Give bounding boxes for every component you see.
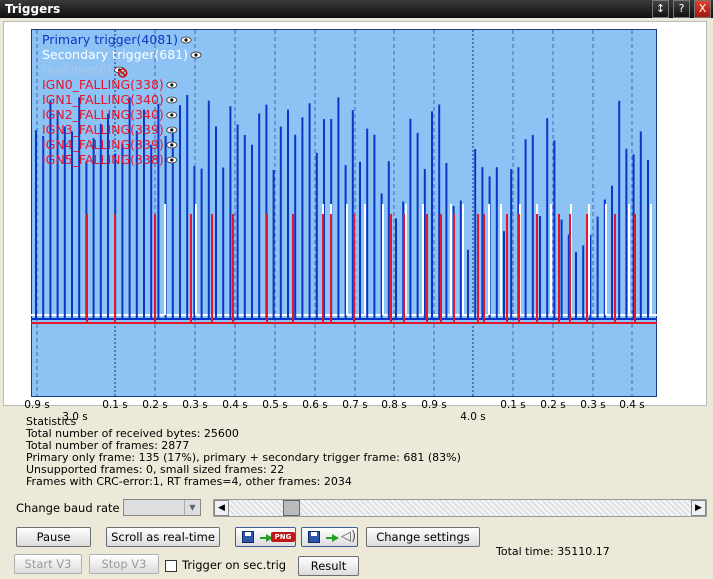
plot-background (31, 29, 657, 397)
close-button[interactable]: X (694, 0, 711, 18)
window-title: Triggers (5, 2, 61, 16)
time-tick: 0.2 s (142, 399, 168, 411)
stats-line: Total number of frames: 2877 (26, 439, 190, 452)
eye-pupil-icon (194, 53, 198, 57)
time-tick: 0.9 s (421, 399, 447, 411)
stats-line: Frames with CRC-error:1, RT frames=4, ot… (26, 475, 352, 488)
time-tick: 0.9 s (24, 399, 50, 411)
stats-line: Unsupported frames: 0, small sized frame… (26, 463, 285, 476)
eye-pupil-icon (170, 113, 174, 117)
stats-heading: Statistics (26, 415, 77, 428)
legend-label: Primary trigger(4081) (42, 32, 178, 47)
stats-line: Primary only frame: 135 (17%), primary +… (26, 451, 461, 464)
trigger-on-sec-trig-label: Trigger on sec.trig (182, 558, 287, 572)
disabled-icon (117, 68, 128, 78)
change-settings-button[interactable]: Change settings (366, 527, 480, 547)
floppy-icon (308, 531, 320, 543)
legend-label: realtime(0) (42, 62, 112, 77)
arrow-right-icon (260, 534, 273, 542)
floppy-icon (242, 531, 254, 543)
time-tick: 0.7 s (342, 399, 368, 411)
eye-pupil-icon (170, 128, 174, 132)
legend-label: IGN2_FALLING(340) (42, 107, 164, 122)
trigger-on-sec-trig-checkbox[interactable] (165, 560, 177, 572)
pause-button[interactable]: Pause (16, 527, 91, 547)
title-bar: Triggers ↕ ? X (0, 0, 713, 18)
resize-button[interactable]: ↕ (652, 0, 669, 18)
save-png-button[interactable]: PNG (235, 527, 296, 547)
speaker-icon: ◁) (341, 529, 357, 544)
time-scrollbar[interactable]: ◀ ▶ (213, 499, 707, 517)
legend-label: IGN5_FALLING(338) (42, 152, 164, 167)
total-time: Total time: 35110.17 (496, 545, 610, 558)
time-major-tick: 3.0 s (62, 411, 88, 423)
stop-v3-button[interactable]: Stop V3 (89, 554, 159, 574)
statistics-block: Statistics Total number of received byte… (26, 416, 461, 488)
time-tick: 0.3 s (580, 399, 606, 411)
trigger-scope-plot: Primary trigger(4081)Secondary trigger(6… (31, 29, 657, 397)
time-tick: 0.1 s (102, 399, 128, 411)
eye-pupil-icon (170, 158, 174, 162)
eye-pupil-icon (170, 98, 174, 102)
legend-label: IGN4_FALLING(339) (42, 137, 164, 152)
scroll-realtime-button[interactable]: Scroll as real-time (106, 527, 220, 547)
chevron-down-icon[interactable]: ▼ (184, 500, 200, 515)
time-tick: 0.5 s (262, 399, 288, 411)
scrollbar-thumb[interactable] (283, 500, 300, 516)
time-tick: 0.8 s (381, 399, 407, 411)
stats-line: Total number of received bytes: 25600 (26, 427, 239, 440)
result-button[interactable]: Result (298, 556, 359, 576)
legend-label: IGN0_FALLING(338) (42, 77, 164, 92)
time-tick: 0.2 s (540, 399, 566, 411)
disabled-icon-slash (119, 69, 127, 77)
legend-label: Secondary trigger(681) (42, 47, 188, 62)
legend-label: IGN1_FALLING(340) (42, 92, 164, 107)
png-icon: PNG (271, 532, 295, 542)
help-button[interactable]: ? (673, 0, 690, 18)
save-sound-button[interactable]: ◁) (301, 527, 358, 547)
time-axis: 0.9 s 0.1 s 0.2 s 0.3 s 0.4 s 0.5 s 0.6 … (0, 399, 713, 413)
arrow-right-icon (326, 534, 339, 542)
scroll-right-icon[interactable]: ▶ (691, 500, 706, 516)
baud-rate-label: Change baud rate (16, 501, 120, 515)
time-tick: 0.6 s (302, 399, 328, 411)
eye-pupil-icon (170, 143, 174, 147)
legend-label: IGN3_FALLING(339) (42, 122, 164, 137)
start-v3-button[interactable]: Start V3 (14, 554, 82, 574)
time-tick: 0.3 s (182, 399, 208, 411)
baud-rate-select[interactable]: ▼ (123, 499, 201, 516)
time-tick: 0.1 s (500, 399, 526, 411)
time-tick: 0.4 s (619, 399, 645, 411)
time-tick: 0.4 s (222, 399, 248, 411)
eye-pupil-icon (184, 38, 188, 42)
eye-pupil-icon (170, 83, 174, 87)
time-major-tick: 4.0 s (460, 411, 486, 423)
scroll-left-icon[interactable]: ◀ (214, 500, 229, 516)
